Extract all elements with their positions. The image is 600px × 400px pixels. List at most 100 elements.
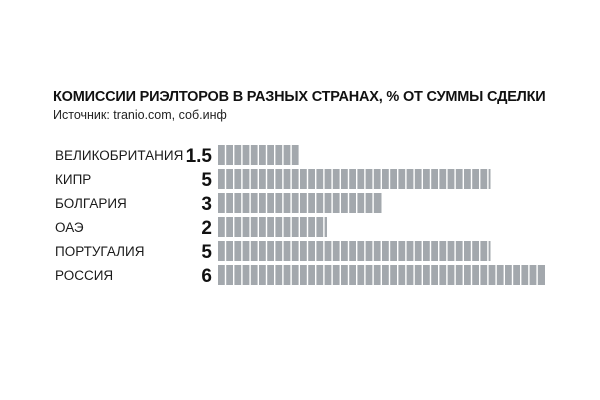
bar-segment-gap xyxy=(380,265,382,285)
bar-segment-gap xyxy=(388,241,391,261)
bar-row: ОАЭ 2 xyxy=(55,217,327,239)
bar-segment-gap xyxy=(265,145,268,165)
bar-segment-gap xyxy=(233,169,235,189)
bar-segment-gap xyxy=(323,217,325,237)
bar-segment-gap xyxy=(347,169,350,189)
bar-segment-gap xyxy=(241,169,243,189)
bar-segment-gap xyxy=(306,265,309,285)
bar-row: ПОРТУГАЛИЯ 5 xyxy=(55,241,491,263)
bar-segment-gap xyxy=(315,265,317,285)
bar-segment-gap xyxy=(397,169,399,189)
bar-segment-gap xyxy=(388,169,391,189)
value-label: 5 xyxy=(201,242,212,263)
bar-segment-gap xyxy=(536,265,538,285)
bar-segment-gap xyxy=(479,169,481,189)
bar-segment-gap xyxy=(421,241,423,261)
bar-segment-gap xyxy=(421,265,423,285)
bar-segment-gap xyxy=(298,217,300,237)
bar-segment-gap xyxy=(339,241,341,261)
bar-segment-gap xyxy=(405,241,407,261)
bar-segments xyxy=(224,265,538,285)
bar-segment-gap xyxy=(265,241,268,261)
value-label: 3 xyxy=(201,194,212,215)
bar-segments xyxy=(224,193,374,213)
bar-segment-gap xyxy=(372,193,374,213)
bar-segments xyxy=(224,217,325,237)
bar-segment-gap xyxy=(249,265,251,285)
bar-segment-gap xyxy=(233,145,235,165)
bar-segment-gap xyxy=(233,193,235,213)
bar-segment-gap xyxy=(315,217,317,237)
bar-segment-gap xyxy=(323,241,325,261)
bar-segment-gap xyxy=(257,169,259,189)
bar-segment-gap xyxy=(274,145,276,165)
bar-segment-gap xyxy=(339,193,341,213)
bar-segment-gap xyxy=(298,169,300,189)
bar-segments xyxy=(224,169,489,189)
bar-segment-gap xyxy=(249,193,251,213)
bar-segment-gap xyxy=(364,169,366,189)
bar-segment-gap xyxy=(257,193,259,213)
bar-segment-gap xyxy=(413,169,415,189)
bar-segment-gap xyxy=(233,217,235,237)
bar-segment-gap xyxy=(462,169,464,189)
bar-row: РОССИЯ 6 xyxy=(55,265,545,287)
bar-segment-gap xyxy=(249,145,251,165)
bar-segment-gap xyxy=(446,265,448,285)
bar-segment-gap xyxy=(356,193,358,213)
bar-segment-gap xyxy=(224,145,227,165)
bar-segment-gap xyxy=(323,193,325,213)
bar-segment-gap xyxy=(257,217,259,237)
bar-segment-gap xyxy=(224,169,227,189)
bar-segment-gap xyxy=(356,265,358,285)
bar-segment-gap xyxy=(274,241,276,261)
chart-source: Источник: tranio.com, соб.инф xyxy=(53,108,227,122)
bar-segment-gap xyxy=(224,217,227,237)
bar-segment-gap xyxy=(282,265,284,285)
bar-segment-gap xyxy=(331,193,333,213)
bar-segment-gap xyxy=(241,217,243,237)
bar-segment-gap xyxy=(282,217,284,237)
bar-segment-gap xyxy=(454,241,456,261)
bar-segment-gap xyxy=(257,241,259,261)
bar-segment-gap xyxy=(331,169,333,189)
bar-row: БОЛГАРИЯ 3 xyxy=(55,193,382,215)
bar-segment-gap xyxy=(446,241,448,261)
bar-segment-gap xyxy=(331,265,333,285)
bar-segment-gap xyxy=(290,145,292,165)
category-label: ПОРТУГАЛИЯ xyxy=(55,244,144,259)
category-label: КИПР xyxy=(55,172,91,187)
category-label: БОЛГАРИЯ xyxy=(55,196,127,211)
bar-segment-gap xyxy=(462,265,464,285)
bar-segment-gap xyxy=(470,169,473,189)
bar-segment-gap xyxy=(323,265,325,285)
bar-segment-gap xyxy=(397,241,399,261)
bar-segment-gap xyxy=(249,241,251,261)
bar-segment-gap xyxy=(454,265,456,285)
bar-segment-gap xyxy=(372,265,374,285)
bar-segment-gap xyxy=(429,241,432,261)
bar-segment-gap xyxy=(331,241,333,261)
bar-segment-gap xyxy=(487,241,489,261)
bar-segment-gap xyxy=(315,193,317,213)
bar-segment-gap xyxy=(405,169,407,189)
bar-segment-gap xyxy=(511,265,514,285)
bar-segment-gap xyxy=(446,169,448,189)
value-label: 6 xyxy=(201,266,212,287)
bar-segment-gap xyxy=(356,241,358,261)
bar-segment-gap xyxy=(249,169,251,189)
bar-segment-gap xyxy=(380,169,382,189)
bar-segment-gap xyxy=(306,169,309,189)
bar-segment-gap xyxy=(495,265,497,285)
bar-segment-gap xyxy=(257,265,259,285)
bar-segment-gap xyxy=(224,241,227,261)
category-label: ОАЭ xyxy=(55,220,84,235)
bar-segment-gap xyxy=(290,217,292,237)
bar-segment-gap xyxy=(274,265,276,285)
bar-segment-gap xyxy=(364,265,366,285)
bar-segment-gap xyxy=(282,193,284,213)
bar-segment-gap xyxy=(438,265,440,285)
bar-segment-gap xyxy=(413,265,415,285)
bar-segment-gap xyxy=(298,241,300,261)
